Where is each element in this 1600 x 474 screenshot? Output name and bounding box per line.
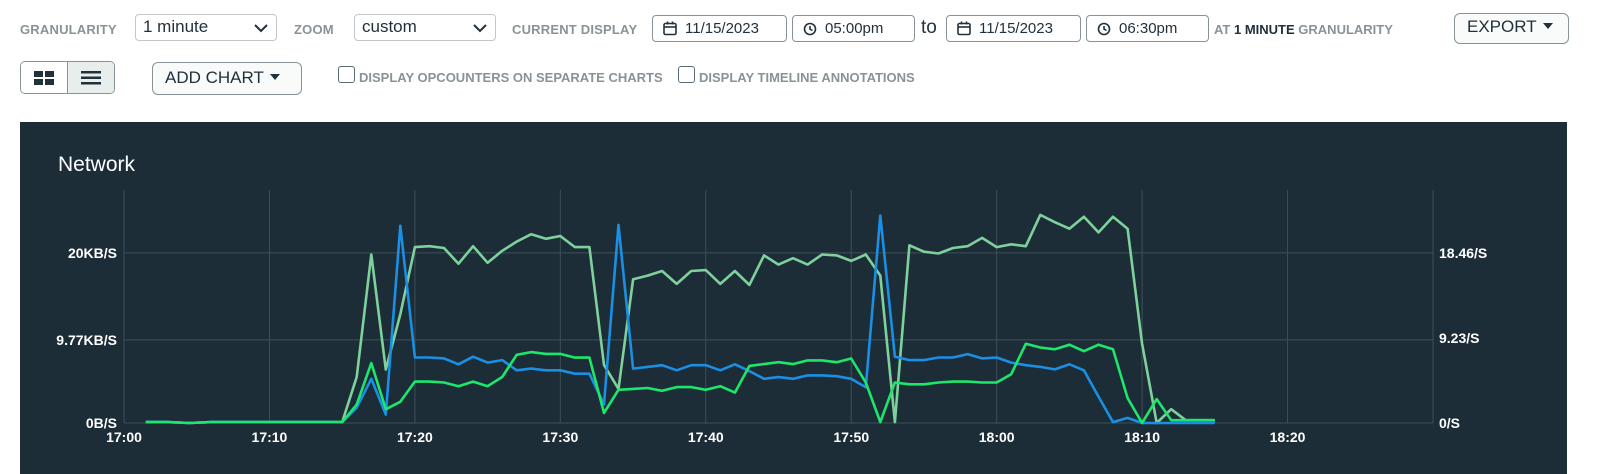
x-tick-label: 17:30 bbox=[542, 429, 578, 445]
calendar-icon bbox=[663, 21, 677, 36]
x-tick-label: 18:00 bbox=[979, 429, 1015, 445]
grid-view-icon bbox=[34, 71, 54, 85]
list-view-button[interactable] bbox=[67, 62, 114, 93]
x-tick-label: 17:50 bbox=[833, 429, 869, 445]
y-right-tick-label: 18.46/S bbox=[1439, 245, 1487, 261]
checkbox-box[interactable] bbox=[678, 66, 695, 83]
start-time-value: 05:00pm bbox=[825, 20, 884, 37]
timeline-annotations-label: DISPLAY TIMELINE ANNOTATIONS bbox=[699, 70, 915, 85]
calendar-icon bbox=[957, 21, 971, 36]
end-date-value: 11/15/2023 bbox=[979, 20, 1053, 37]
grid-view-button[interactable] bbox=[21, 62, 68, 93]
y-left-tick-label: 0B/S bbox=[86, 415, 117, 431]
series-line-blue bbox=[145, 214, 1215, 425]
granularity-select[interactable]: 1 minute bbox=[135, 14, 277, 41]
granularity-value: 1 minute bbox=[143, 17, 209, 36]
x-tick-label: 18:20 bbox=[1270, 429, 1306, 445]
series-line-light-green bbox=[145, 213, 1215, 425]
zoom-label: ZOOM bbox=[294, 22, 334, 37]
series-line-green bbox=[145, 342, 1215, 425]
current-display-label: CURRENT DISPLAY bbox=[512, 22, 638, 37]
toolbar: GRANULARITY 1 minute ZOOM custom CURRENT… bbox=[0, 0, 1600, 56]
layout-toggle bbox=[20, 61, 115, 94]
at-prefix: AT bbox=[1214, 22, 1231, 37]
opcounters-separate-label: DISPLAY OPCOUNTERS ON SEPARATE CHARTS bbox=[359, 70, 663, 85]
checkbox-box[interactable] bbox=[338, 66, 355, 83]
y-right-tick-label: 9.23/S bbox=[1439, 330, 1479, 346]
add-chart-button[interactable]: ADD CHART bbox=[152, 62, 302, 95]
end-time-picker[interactable]: 06:30pm bbox=[1086, 15, 1209, 42]
x-tick-label: 17:40 bbox=[688, 429, 724, 445]
end-time-value: 06:30pm bbox=[1119, 20, 1178, 37]
add-chart-label: ADD CHART bbox=[165, 68, 264, 87]
x-tick-label: 18:10 bbox=[1124, 429, 1160, 445]
zoom-select[interactable]: custom bbox=[354, 14, 496, 41]
y-left-tick-label: 9.77KB/S bbox=[56, 332, 117, 348]
at-suffix: GRANULARITY bbox=[1298, 22, 1393, 37]
chart-title: Network bbox=[58, 153, 136, 176]
start-date-picker[interactable]: 11/15/2023 bbox=[652, 15, 787, 42]
zoom-value: custom bbox=[362, 17, 417, 36]
end-date-picker[interactable]: 11/15/2023 bbox=[946, 15, 1081, 42]
at-value: 1 MINUTE bbox=[1234, 22, 1295, 37]
y-right-tick-label: 0/S bbox=[1439, 415, 1460, 431]
network-chart[interactable]: 17:00 17:10 17:20 17:30 17:40 17:50 18:00 18:10… bbox=[20, 122, 1567, 474]
chevron-down-icon bbox=[254, 24, 268, 33]
granularity-label: GRANULARITY bbox=[20, 22, 117, 37]
start-time-picker[interactable]: 05:00pm bbox=[792, 15, 915, 42]
clock-icon bbox=[803, 22, 817, 36]
x-tick-label: 17:20 bbox=[397, 429, 433, 445]
caret-down-icon bbox=[269, 74, 280, 81]
granularity-summary: AT 1 MINUTE GRANULARITY bbox=[1214, 22, 1393, 37]
export-button[interactable]: EXPORT bbox=[1454, 13, 1569, 44]
opcounters-separate-checkbox[interactable]: DISPLAY OPCOUNTERS ON SEPARATE CHARTS bbox=[338, 66, 663, 85]
timeline-annotations-checkbox[interactable]: DISPLAY TIMELINE ANNOTATIONS bbox=[678, 66, 915, 85]
network-chart-panel: Network 17:00 17:10 17:20 17:30 17:40 17:50 18… bbox=[20, 122, 1567, 474]
chevron-down-icon bbox=[473, 24, 487, 33]
start-date-value: 11/15/2023 bbox=[685, 20, 759, 37]
y-left-tick-label: 20KB/S bbox=[68, 245, 117, 261]
list-view-icon bbox=[80, 71, 101, 85]
clock-icon bbox=[1097, 22, 1111, 36]
export-label: EXPORT bbox=[1467, 17, 1537, 36]
x-tick-label: 17:10 bbox=[252, 429, 288, 445]
x-tick-label: 17:00 bbox=[106, 429, 142, 445]
caret-down-icon bbox=[1542, 23, 1553, 30]
to-label: to bbox=[921, 17, 937, 38]
